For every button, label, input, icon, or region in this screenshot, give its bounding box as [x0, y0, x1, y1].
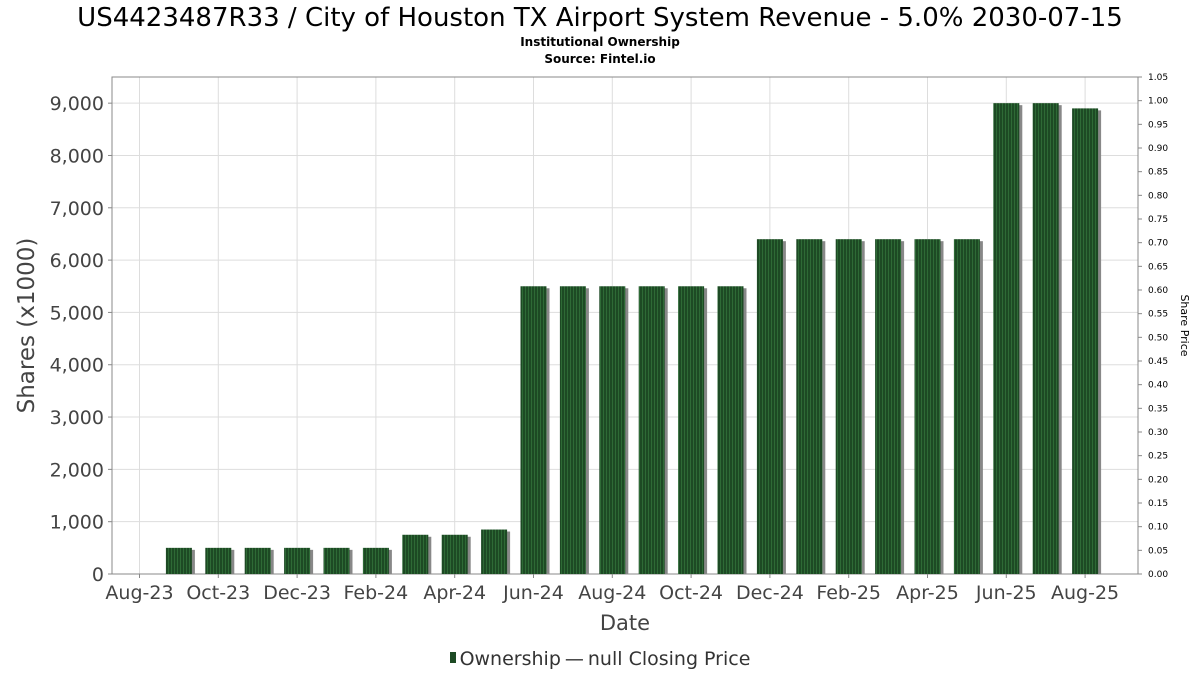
- x-tick-label: Aug-25: [1051, 582, 1119, 604]
- chart-title: US4423487R33 / City of Houston TX Airpor…: [77, 3, 1123, 33]
- x-axis: Aug-23 Oct-23 Dec-23 Feb-24 Apr-24 Jun-24 Aug-…: [105, 574, 1119, 604]
- ownership-bar: [875, 239, 902, 574]
- y2-tick-label: 0.00: [1148, 570, 1168, 580]
- y2-tick-label: 1.05: [1148, 73, 1168, 83]
- y-tick-label: 2,000: [50, 459, 104, 481]
- chart-source: Source: Fintel.io: [544, 52, 656, 66]
- y2-tick-label: 0.90: [1148, 144, 1168, 154]
- y-tick-label: 1,000: [50, 512, 104, 534]
- y-tick-label: 4,000: [50, 355, 104, 377]
- y-tick-label: 3,000: [50, 407, 104, 429]
- y2-tick-label: 1.00: [1148, 97, 1168, 107]
- x-tick-label: Dec-24: [736, 582, 804, 604]
- y-tick-label: 9,000: [50, 93, 104, 115]
- x-tick-label: Aug-23: [105, 582, 173, 604]
- y2-tick-label: 0.85: [1148, 168, 1168, 178]
- y2-tick-label: 0.15: [1148, 499, 1168, 509]
- y2-tick-label: 0.55: [1148, 310, 1168, 320]
- y-tick-label: 8,000: [50, 145, 104, 167]
- y2-tick-label: 0.10: [1148, 523, 1168, 533]
- y-tick-label: 0: [92, 564, 104, 586]
- y2-tick-label: 0.80: [1148, 191, 1168, 201]
- ownership-bar: [599, 286, 626, 574]
- ownership-bar: [1072, 108, 1099, 575]
- price-legend-label: null Closing Price: [587, 648, 751, 670]
- x-tick-label: Jun-25: [975, 582, 1037, 604]
- ownership-bar: [284, 547, 311, 574]
- x-axis-label: Date: [600, 611, 650, 635]
- y2-tick-label: 0.40: [1148, 381, 1168, 391]
- ownership-bar: [953, 239, 980, 574]
- ownership-legend-swatch: [449, 652, 456, 663]
- y2-tick-label: 0.75: [1148, 215, 1168, 225]
- y2-tick-label: 0.50: [1148, 333, 1168, 343]
- ownership-bar: [520, 286, 547, 574]
- ownership-bar: [993, 103, 1020, 574]
- y2-tick-label: 0.65: [1148, 262, 1168, 272]
- y2-tick-label: 0.95: [1148, 120, 1168, 130]
- x-tick-label: Jun-24: [502, 582, 564, 604]
- ownership-bar: [362, 547, 389, 574]
- price-legend-line: —: [564, 648, 584, 670]
- y2-tick-label: 0.35: [1148, 404, 1168, 414]
- y2-tick-label: 0.30: [1148, 428, 1168, 438]
- y-axis-label: Shares (x1000): [14, 238, 40, 414]
- y2-axis: 0.00 0.05 0.10 0.15 0.20 0.25 0.30 0.35 0.40 0.45…: [1138, 73, 1168, 580]
- y-axis: 0 1,000 2,000 3,000 4,000 5,000 6,000 7,000 8,00…: [50, 93, 112, 586]
- x-tick-label: Apr-24: [423, 582, 486, 604]
- ownership-bar: [559, 286, 586, 574]
- chart-subtitle: Institutional Ownership: [520, 35, 680, 49]
- ownership-bar: [165, 547, 192, 574]
- legend: Ownership — null Closing Price: [0, 647, 1200, 671]
- y2-tick-label: 0.20: [1148, 475, 1168, 485]
- ownership-bar: [835, 239, 862, 574]
- bars: [165, 103, 1102, 575]
- y2-tick-label: 0.25: [1148, 452, 1168, 462]
- ownership-legend-label: Ownership: [459, 648, 561, 670]
- ownership-bar: [323, 547, 350, 574]
- ownership-bar: [717, 286, 744, 574]
- y2-tick-label: 0.60: [1148, 286, 1168, 296]
- ownership-bar: [441, 534, 468, 574]
- y2-tick-label: 0.70: [1148, 239, 1168, 249]
- ownership-bar: [796, 239, 823, 574]
- ownership-bar: [678, 286, 705, 574]
- y-tick-label: 6,000: [50, 250, 104, 272]
- ownership-bar: [244, 547, 271, 574]
- ownership-bar: [205, 547, 232, 574]
- ownership-bar: [914, 239, 941, 574]
- y-tick-label: 7,000: [50, 198, 104, 220]
- x-tick-label: Apr-25: [896, 582, 959, 604]
- y-tick-label: 5,000: [50, 302, 104, 324]
- x-tick-label: Dec-23: [263, 582, 331, 604]
- ownership-bar: [481, 529, 508, 574]
- y2-tick-label: 0.05: [1148, 546, 1168, 556]
- y2-tick-label: 0.45: [1148, 357, 1168, 367]
- ownership-bar: [402, 534, 429, 574]
- x-tick-label: Feb-25: [816, 582, 881, 604]
- x-tick-label: Aug-24: [578, 582, 646, 604]
- ownership-bar: [756, 239, 783, 574]
- x-tick-label: Oct-24: [659, 582, 723, 604]
- x-tick-label: Oct-23: [186, 582, 250, 604]
- ownership-bar: [638, 286, 665, 574]
- y2-axis-label: Share Price: [1178, 294, 1191, 356]
- ownership-bar: [1032, 103, 1059, 574]
- x-tick-label: Feb-24: [344, 582, 409, 604]
